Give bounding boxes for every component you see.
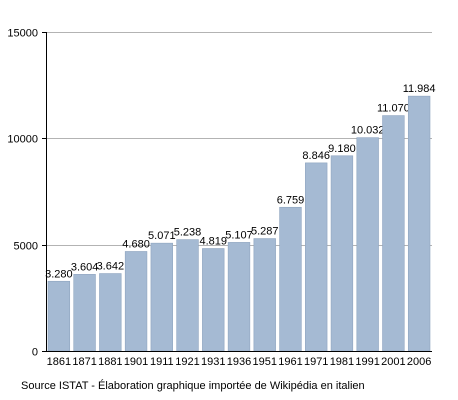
bar-value-label: 3.642 [97, 261, 125, 273]
bar [279, 206, 302, 352]
bar-value-label: 5.238 [174, 227, 202, 239]
bar [407, 95, 431, 352]
x-tick-label: 1881 [98, 356, 122, 368]
x-tick-label: 1921 [175, 356, 199, 368]
bar [356, 137, 379, 352]
x-tick-label: 1951 [252, 356, 276, 368]
y-tick-label: 0 [32, 347, 38, 359]
bar-value-label: 10.032 [351, 125, 385, 137]
bar-value-label: 5.071 [148, 230, 176, 242]
x-tick-label: 1961 [278, 356, 302, 368]
x-tick-label: 1901 [124, 356, 148, 368]
x-tick-label: 1971 [304, 356, 328, 368]
y-tick-label: 10000 [7, 134, 38, 146]
bar-value-label: 3.280 [45, 268, 73, 280]
x-tick-label: 1871 [72, 356, 96, 368]
bar-value-label: 6.759 [277, 194, 305, 206]
bar [47, 280, 71, 352]
bar-value-label: 11.984 [403, 83, 436, 95]
bar [124, 251, 148, 352]
bar [253, 238, 276, 352]
x-tick-label: 2001 [381, 356, 405, 368]
bar [382, 115, 405, 352]
x-tick-label: 1981 [330, 356, 354, 368]
x-tick-label: 1991 [355, 356, 379, 368]
y-tick-label: 15000 [7, 28, 38, 40]
bar-value-label: 11.070 [377, 103, 410, 115]
bar-value-label: 3.604 [71, 261, 99, 273]
bar-value-label: 5.287 [251, 226, 279, 238]
bar [150, 242, 173, 352]
x-tick-label: 1911 [150, 356, 174, 368]
bar [176, 239, 199, 352]
source-note: Source ISTAT - Élaboration graphique imp… [21, 380, 365, 392]
bar-value-label: 9.180 [328, 143, 356, 155]
x-tick-label: 1861 [47, 356, 71, 368]
bar-value-label: 8.846 [302, 150, 330, 162]
bar-value-label: 4.680 [122, 238, 150, 250]
bar-value-label: 5.107 [225, 229, 253, 241]
bar [227, 242, 251, 352]
bar [99, 273, 122, 352]
bar [330, 155, 354, 352]
bar-value-label: 4.819 [200, 236, 228, 248]
x-tick-label: 1931 [201, 356, 225, 368]
bar [305, 162, 328, 352]
bar [202, 248, 225, 352]
x-tick-label: 2006 [407, 356, 431, 368]
bar-chart: 0 5000 10000 15000 3.280 1861 3.604 1871 3.642 18… [7, 28, 436, 369]
y-tick-label: 5000 [14, 241, 38, 253]
bar [73, 274, 96, 352]
x-tick-label: 1936 [227, 356, 251, 368]
